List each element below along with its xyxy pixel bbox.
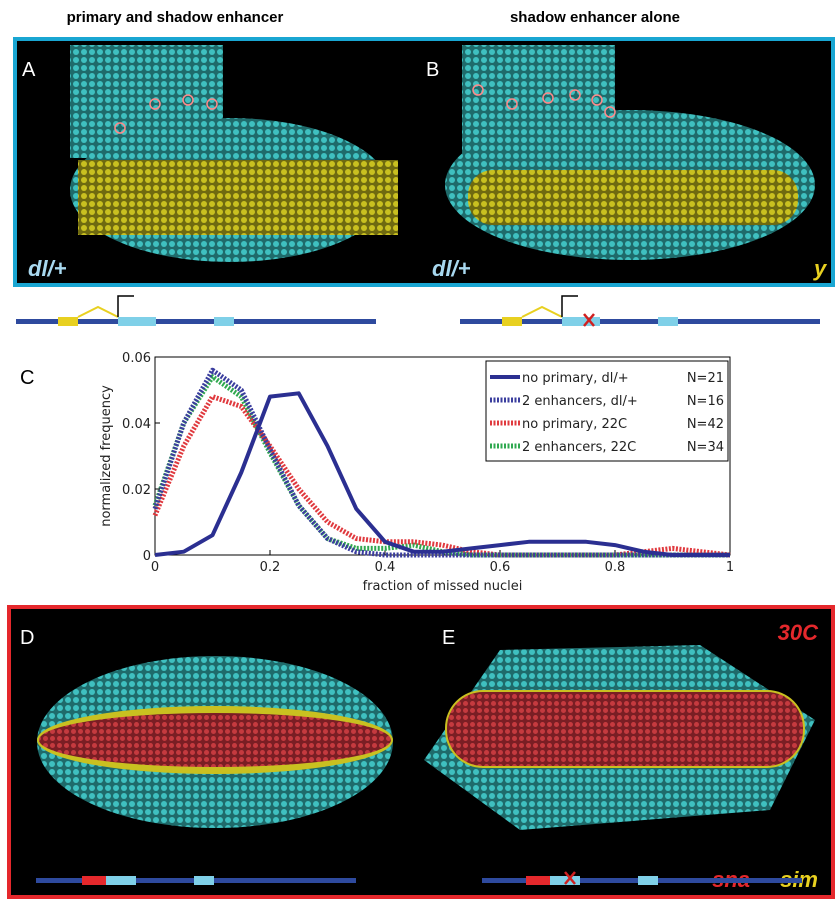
x-tick-label: 0.8	[605, 560, 626, 575]
inset-b	[462, 45, 615, 158]
x-tick-label: 1	[726, 560, 734, 575]
panel-label: C	[20, 367, 34, 389]
sna-domain-d	[39, 713, 391, 767]
legend-label: no primary, dl/+	[522, 371, 629, 386]
x-tick-label: 0.2	[260, 560, 281, 575]
y-tick-label: 0.04	[122, 417, 151, 432]
legend-label: 2 enhancers, 22C	[522, 440, 636, 455]
gene-diagram	[16, 295, 820, 327]
genotype: dl/+	[28, 256, 67, 281]
legend-count: N=34	[687, 440, 724, 455]
x-axis-label: fraction of missed nuclei	[363, 579, 523, 594]
channel-label: y	[813, 256, 828, 281]
panel-label: A	[22, 59, 36, 81]
series-line	[154, 391, 730, 557]
y-axis-label: normalized frequency	[99, 385, 114, 527]
y-tick-label: 0.06	[122, 351, 151, 366]
x-tick-label: 0	[151, 560, 159, 575]
legend-frame	[485, 360, 729, 462]
series-line	[152, 394, 731, 558]
chart: 0 0.2 0.4 0.6 0.8 1 0 0.02 0.04 0.06 fraction of m…	[99, 351, 734, 594]
legend-label: 2 enhancers, dl/+	[522, 394, 638, 409]
series-line	[152, 374, 730, 558]
missed-nuclei	[114, 84, 616, 134]
inset-a	[70, 45, 223, 158]
legend-count: N=42	[687, 417, 724, 432]
x-tick-label: 0.4	[375, 560, 396, 575]
panel-label: D	[20, 627, 34, 649]
header-left: primary and shadow enhancer	[67, 9, 284, 26]
expression-band-b	[468, 170, 798, 225]
header-right: shadow enhancer alone	[510, 9, 680, 26]
y-tick-label: 0.02	[122, 483, 151, 498]
temperature: 30C	[778, 620, 819, 645]
y-tick-label: 0	[143, 549, 151, 564]
legend-label: no primary, 22C	[522, 417, 627, 432]
series-line	[152, 367, 730, 558]
sna-domain-e	[447, 692, 803, 766]
panel-label: B	[426, 59, 439, 81]
panel-label: E	[442, 627, 455, 649]
x-tick-label: 0.6	[490, 560, 511, 575]
legend-count: N=21	[687, 371, 724, 386]
genotype: dl/+	[432, 256, 471, 281]
expression-band-a	[78, 160, 398, 235]
legend-count: N=16	[687, 394, 724, 409]
gene-diagram	[36, 857, 802, 885]
